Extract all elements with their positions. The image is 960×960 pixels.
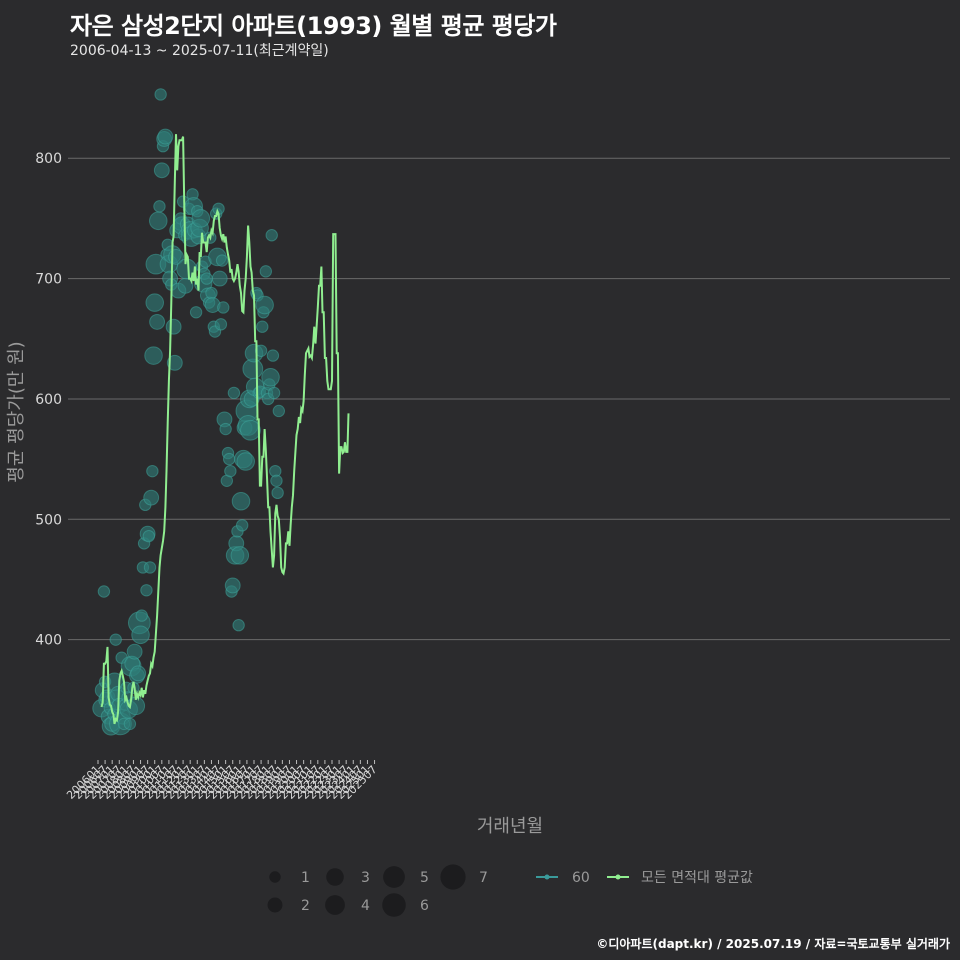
trade-bubble [131, 625, 150, 645]
trade-bubble [261, 367, 280, 387]
trade-bubble [145, 293, 165, 312]
x-axis-label: 거래년월 [477, 816, 543, 837]
trade-bubble [219, 422, 232, 436]
legend-label-60: 60 [572, 870, 590, 886]
trade-bubble [222, 452, 236, 466]
trade-bubble [154, 88, 167, 101]
trade-bubble [227, 386, 241, 400]
size-legend-dot [267, 897, 283, 913]
trade-bubble [153, 162, 170, 179]
trade-bubble [146, 464, 159, 478]
trade-bubble [266, 349, 280, 362]
trade-bubble [148, 211, 168, 231]
trade-bubble [256, 320, 269, 333]
y-tick-label: 400 [35, 633, 62, 649]
y-tick-label: 700 [35, 272, 62, 288]
trade-bubble [254, 344, 268, 357]
size-legend-dot [440, 864, 466, 890]
trade-bubble [153, 200, 166, 213]
trade-bubble [224, 464, 237, 478]
y-tick-label: 800 [35, 151, 62, 167]
trade-bubble [215, 254, 229, 267]
trade-bubble [135, 609, 148, 622]
size-legend-dot [382, 893, 406, 917]
y-axis-ticks: 400 500 600 700 800 [35, 151, 62, 648]
trade-bubble [230, 546, 250, 565]
trade-bubble [200, 272, 213, 285]
trade-bubble [191, 209, 211, 228]
trade-bubble [189, 306, 203, 319]
trade-bubble [271, 486, 284, 500]
size-legend-dot [325, 895, 345, 915]
trade-bubble [235, 519, 249, 532]
trade-bubble [224, 577, 241, 594]
trade-bubble [240, 419, 261, 441]
trade-bubble [157, 128, 174, 145]
trade-bubble [144, 346, 163, 365]
trade-bubble [272, 404, 286, 418]
size-legend-label: 7 [479, 870, 488, 886]
source-credit: ©디아파트(dapt.kr) / 2025.07.19 / 자료=국토교통부 실… [596, 937, 950, 951]
size-legend-dot [269, 871, 281, 883]
trade-bubble [265, 229, 278, 242]
trade-bubble [97, 585, 111, 598]
chart-title: 자은 삼성2단지 아파트(1993) 월별 평균 평당가 [70, 12, 557, 40]
trade-bubble [126, 643, 143, 660]
legend-key-60-dot [544, 874, 550, 880]
size-legend-label: 6 [420, 898, 429, 914]
trade-bubble [217, 301, 230, 314]
size-legend-label: 1 [301, 870, 310, 886]
trade-bubble [232, 619, 245, 632]
size-legend-label: 4 [361, 898, 370, 914]
trade-bubble [143, 489, 160, 506]
trade-bubble [123, 717, 137, 731]
size-legend-dot [383, 866, 405, 888]
trade-bubble [236, 452, 255, 471]
y-axis-label: 평균 평당가(만 원) [6, 341, 27, 482]
trade-bubble [259, 265, 273, 278]
trade-bubble [165, 318, 182, 335]
trade-bubble [149, 313, 166, 330]
trade-bubble [211, 270, 228, 287]
legend-label-average: 모든 면적대 평균값 [641, 870, 753, 886]
legend-key-average-dot [615, 874, 621, 880]
size-legend-label: 5 [420, 870, 429, 886]
trade-bubble [255, 295, 274, 315]
size-legend-dot [326, 868, 344, 886]
trade-bubble [270, 474, 283, 487]
y-tick-label: 600 [35, 392, 62, 408]
size-legend-label: 3 [361, 870, 370, 886]
x-axis-ticks: 2006012006072007012007072008012008072009… [64, 760, 380, 802]
trade-bubble [267, 386, 281, 400]
trade-bubble [140, 584, 153, 597]
bubble-layer [92, 88, 286, 736]
trade-bubble [142, 529, 156, 543]
trade-bubble [109, 633, 122, 646]
trade-bubble [166, 354, 183, 371]
chart-subtitle: 2006-04-13 ~ 2025-07-11(최근계약일) [70, 43, 329, 59]
trade-bubble [130, 665, 147, 682]
trade-bubble [205, 286, 218, 300]
y-tick-label: 500 [35, 512, 62, 528]
trade-bubble [214, 318, 228, 331]
trade-bubble [231, 491, 251, 511]
size-legend-label: 2 [301, 898, 310, 914]
legend: 1 2 3 4 5 6 7 60 모든 면적대 평균값 [267, 864, 753, 917]
trade-bubble [143, 561, 157, 574]
series-line-average [100, 134, 350, 725]
